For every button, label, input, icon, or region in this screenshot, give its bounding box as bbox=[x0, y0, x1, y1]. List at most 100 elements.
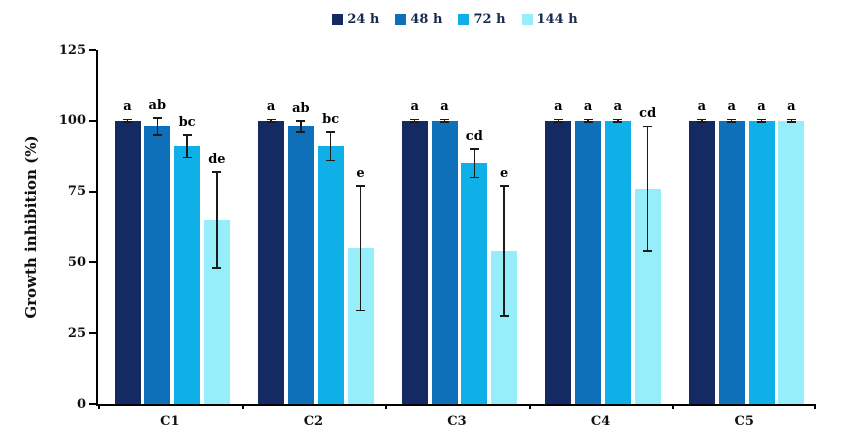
y-tick-mark bbox=[89, 261, 96, 264]
x-tick-mark bbox=[528, 404, 531, 409]
significance-letter: a bbox=[697, 99, 707, 115]
error-bar-cap-top bbox=[123, 118, 132, 121]
error-bar-cap-bottom bbox=[152, 134, 162, 136]
significance-letter: a bbox=[727, 99, 736, 115]
bar-C5-144h bbox=[778, 120, 805, 404]
y-tick-label: 125 bbox=[58, 42, 86, 58]
x-tick-mark bbox=[241, 404, 244, 409]
y-tick-mark bbox=[89, 332, 96, 335]
error-bar-cap-bottom bbox=[123, 121, 132, 123]
bar-C5-72h bbox=[748, 120, 775, 404]
legend-swatch-icon bbox=[332, 13, 344, 25]
significance-letter: e bbox=[499, 165, 509, 181]
error-bar-line bbox=[300, 120, 302, 133]
bar-C3-72h bbox=[461, 163, 488, 404]
x-tick-mark bbox=[814, 404, 816, 409]
bar-C4-72h bbox=[604, 120, 631, 404]
significance-letter: bc bbox=[178, 114, 196, 130]
error-bar-line bbox=[503, 185, 505, 317]
error-bar-cap-bottom bbox=[212, 267, 222, 269]
significance-letter: e bbox=[356, 165, 365, 181]
bar-C2-24h bbox=[258, 120, 285, 404]
y-tick-mark bbox=[89, 119, 96, 122]
error-bar-line bbox=[646, 126, 649, 252]
error-bar-cap-bottom bbox=[613, 121, 623, 123]
error-bar-cap-bottom bbox=[757, 121, 766, 123]
legend-label: 144 h bbox=[536, 11, 578, 27]
y-tick-mark bbox=[89, 403, 96, 405]
error-bar-line bbox=[329, 132, 332, 161]
bar-C5-24h bbox=[688, 120, 715, 404]
error-bar-cap-bottom bbox=[583, 121, 593, 123]
x-category-label: C4 bbox=[590, 414, 611, 429]
error-bar-cap-top bbox=[212, 170, 222, 173]
bar-C4-24h bbox=[545, 120, 572, 404]
error-bar-cap-bottom bbox=[410, 121, 420, 123]
error-bar-cap-top bbox=[697, 118, 707, 121]
bar-C5-48h bbox=[718, 120, 745, 404]
error-bar-cap-bottom bbox=[553, 121, 563, 123]
error-bar-line bbox=[126, 119, 129, 123]
bar-C3-48h bbox=[431, 120, 458, 404]
error-bar-cap-top bbox=[410, 118, 420, 121]
legend-swatch-icon bbox=[521, 13, 533, 25]
error-bar-line bbox=[587, 119, 589, 123]
y-tick-label: 50 bbox=[67, 254, 86, 270]
error-bar-cap-top bbox=[553, 118, 563, 121]
legend-swatch-icon bbox=[395, 13, 407, 25]
significance-letter: a bbox=[757, 99, 766, 115]
x-tick-mark bbox=[98, 404, 100, 409]
error-bar-line bbox=[413, 119, 416, 123]
error-bar-cap-top bbox=[356, 185, 365, 187]
significance-letter: a bbox=[410, 99, 419, 115]
error-bar-cap-top bbox=[182, 134, 192, 136]
error-bar-line bbox=[156, 117, 159, 135]
significance-letter: cd bbox=[639, 106, 657, 122]
significance-letter: a bbox=[583, 99, 593, 115]
y-tick-label: 0 bbox=[76, 396, 86, 412]
error-bar-cap-top bbox=[152, 117, 162, 119]
legend-item-144h: 144 h bbox=[521, 11, 578, 27]
error-bar-cap-top bbox=[613, 118, 623, 121]
error-bar-cap-bottom bbox=[326, 159, 336, 162]
error-bar-line bbox=[730, 119, 733, 123]
bar-C3-24h bbox=[401, 120, 428, 404]
legend-item-48h: 48 h bbox=[395, 12, 442, 27]
error-bar-cap-top bbox=[643, 125, 653, 128]
error-bar-cap-bottom bbox=[266, 121, 276, 123]
significance-letter: ab bbox=[148, 97, 167, 113]
bar-C1-72h bbox=[174, 146, 201, 404]
error-bar-line bbox=[186, 134, 188, 158]
significance-letter: a bbox=[554, 99, 563, 115]
plot-area: 0 25 50 75 100 125 C1 C2 C3 C4 C5 a ab bc de a ab bc e a a cd… bbox=[59, 44, 816, 429]
error-bar-cap-bottom bbox=[440, 121, 449, 123]
significance-letter: a bbox=[266, 99, 276, 115]
bar-C2-48h bbox=[287, 126, 314, 404]
error-bar-cap-top bbox=[266, 118, 276, 121]
error-bar-cap-top bbox=[296, 120, 306, 122]
y-tick-label: 75 bbox=[67, 184, 86, 200]
error-bar-cap-bottom bbox=[786, 121, 796, 123]
significance-letter: bc bbox=[322, 112, 340, 128]
x-category-label: C3 bbox=[447, 414, 467, 429]
error-bar-cap-bottom bbox=[727, 121, 737, 123]
x-category-label: C5 bbox=[734, 414, 754, 429]
error-bar-cap-bottom bbox=[697, 121, 707, 123]
legend-item-72h: 72 h bbox=[458, 11, 506, 27]
legend-label: 24 h bbox=[347, 11, 380, 27]
error-bar-cap-top bbox=[469, 148, 479, 150]
legend-label: 48 h bbox=[410, 11, 443, 27]
error-bar-cap-bottom bbox=[182, 156, 192, 159]
legend-label: 72 h bbox=[473, 11, 506, 27]
error-bar-line bbox=[443, 119, 446, 123]
error-bar-line bbox=[790, 119, 793, 123]
bar-C1-24h bbox=[114, 120, 141, 404]
error-bar-cap-top bbox=[499, 185, 509, 187]
error-bar-line bbox=[617, 119, 619, 123]
significance-letter: a bbox=[613, 99, 623, 115]
significance-letter: a bbox=[440, 99, 449, 115]
y-tick-mark bbox=[89, 49, 96, 51]
error-bar-line bbox=[701, 119, 703, 123]
legend-item-24h: 24 h bbox=[332, 12, 379, 27]
